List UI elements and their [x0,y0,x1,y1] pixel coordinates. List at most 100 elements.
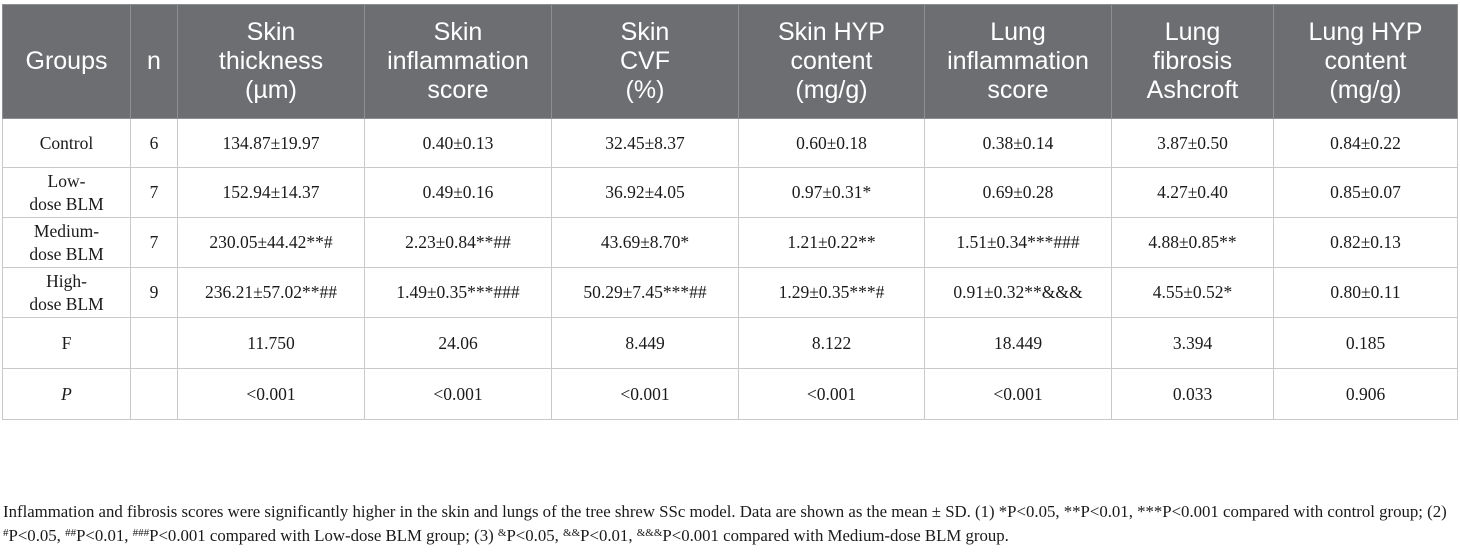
footnote-text: P<0.05, [506,526,564,545]
header-line: inflammation [947,47,1089,75]
value-cell: 43.69±8.70* [551,217,739,268]
group-line: Low- [47,170,86,191]
group-line: dose BLM [29,193,104,214]
group-line: dose BLM [29,243,104,264]
stat-value-cell: <0.001 [551,368,739,420]
stat-value-cell: 0.185 [1273,317,1458,369]
value-cell: 0.80±0.11 [1273,267,1458,318]
header-line: Skin HYP [778,18,885,46]
header-line: thickness [218,47,324,75]
group-cell: Low-dose BLM [2,167,131,218]
stat-value-cell: 24.06 [364,317,552,369]
table-row: High-dose BLM 9 236.21±57.02**## 1.49±0.35*… [2,267,1458,318]
n-cell: 7 [130,217,178,268]
footnote-sup: &&& [636,527,663,539]
group-cell: Control [2,118,131,168]
header-line: content [790,47,873,75]
column-header: Groups [2,4,131,119]
stat-value-cell: <0.001 [364,368,552,420]
header-line: Lung HYP [1308,18,1423,46]
stat-label-cell: F [2,317,131,369]
header-row: Groups n Skin thickness (µm) Skin inflammation… [2,4,1458,119]
column-header: n [130,4,178,119]
value-cell: 0.84±0.22 [1273,118,1458,168]
value-cell: 152.94±14.37 [177,167,365,218]
value-cell: 3.87±0.50 [1111,118,1274,168]
value-cell: 0.38±0.14 [924,118,1112,168]
footnote-sup: ## [65,527,77,539]
header-line: (mg/g) [1329,76,1402,104]
header-line: (mg/g) [795,76,868,104]
stat-value-cell: 0.033 [1111,368,1274,420]
header-line: score [427,76,489,104]
value-cell: 0.82±0.13 [1273,217,1458,268]
table-row: Medium-dose BLM 7 230.05±44.42**# 2.23±0.84… [2,217,1458,268]
header-line: Lung [1164,18,1221,46]
value-cell: 32.45±8.37 [551,118,739,168]
column-header: Skin CVF (%) [551,4,739,119]
header-line: n [147,47,161,75]
n-cell: 7 [130,167,178,218]
header-line: (%) [625,76,665,104]
value-cell: 0.69±0.28 [924,167,1112,218]
footnote-text: P<0.05, [8,526,66,545]
header-line: Lung [990,18,1046,46]
empty-cell [130,368,178,420]
footnote-sup: ### [132,527,150,539]
value-cell: 0.60±0.18 [738,118,925,168]
stat-value-cell: 8.122 [738,317,925,369]
header-line: fibrosis [1152,47,1233,75]
header-line: Ashcroft [1146,76,1239,104]
value-cell: 36.92±4.05 [551,167,739,218]
stat-value-cell: <0.001 [738,368,925,420]
table-footnote: Inflammation and fibrosis scores were si… [3,500,1458,548]
column-header: Skin thickness (µm) [177,4,365,119]
group-cell: Medium-dose BLM [2,217,131,268]
stat-value-cell: 0.906 [1273,368,1458,420]
header-line: inflammation [387,47,529,75]
value-cell: 0.49±0.16 [364,167,552,218]
n-cell: 6 [130,118,178,168]
header-line: score [987,76,1049,104]
footnote-sup: # [3,527,9,539]
value-cell: 236.21±57.02**## [177,267,365,318]
header-line: Groups [25,47,108,75]
group-line: Medium- [33,220,100,241]
footnote-text: P<0.01, [76,526,133,545]
header-line: Skin [433,18,483,46]
column-header: Skin inflammation score [364,4,552,119]
footnote-text: P<0.01, [580,526,637,545]
group-line: dose BLM [29,293,104,314]
empty-cell [130,317,178,369]
stat-row: P <0.001 <0.001 <0.001 <0.001 <0.001 0.033 0.90… [2,368,1458,420]
value-cell: 4.55±0.52* [1111,267,1274,318]
header-line: Skin [246,18,296,46]
table-row: Low-dose BLM 7 152.94±14.37 0.49±0.16 36.92±… [2,167,1458,218]
value-cell: 1.49±0.35***### [364,267,552,318]
table-body: Control 6 134.87±19.97 0.40±0.13 32.45±8.37 0… [2,118,1458,420]
column-header: Lung HYP content (mg/g) [1273,4,1458,119]
stat-value-cell: 3.394 [1111,317,1274,369]
stat-label-cell: P [2,368,131,420]
value-cell: 0.97±0.31* [738,167,925,218]
stat-value-cell: <0.001 [924,368,1112,420]
stat-value-cell: 18.449 [924,317,1112,369]
stat-value-cell: 11.750 [177,317,365,369]
stat-row: F 11.750 24.06 8.449 8.122 18.449 3.394 0.185 [2,317,1458,369]
value-cell: 50.29±7.45***## [551,267,739,318]
footnote-text: P<0.001 compared with Medium-dose BLM gr… [662,526,1009,545]
value-cell: 1.21±0.22** [738,217,925,268]
value-cell: 1.51±0.34***### [924,217,1112,268]
value-cell: 4.88±0.85** [1111,217,1274,268]
column-header: Skin HYP content (mg/g) [738,4,925,119]
table-row: Control 6 134.87±19.97 0.40±0.13 32.45±8.37 0… [2,118,1458,168]
column-header: Lung inflammation score [924,4,1112,119]
stat-value-cell: <0.001 [177,368,365,420]
header-line: content [1324,47,1407,75]
stat-value-cell: 8.449 [551,317,739,369]
group-line: Control [39,132,94,153]
results-table: Groups n Skin thickness (µm) Skin inflammation… [2,4,1458,420]
value-cell: 0.40±0.13 [364,118,552,168]
n-cell: 9 [130,267,178,318]
value-cell: 0.91±0.32**&&& [924,267,1112,318]
